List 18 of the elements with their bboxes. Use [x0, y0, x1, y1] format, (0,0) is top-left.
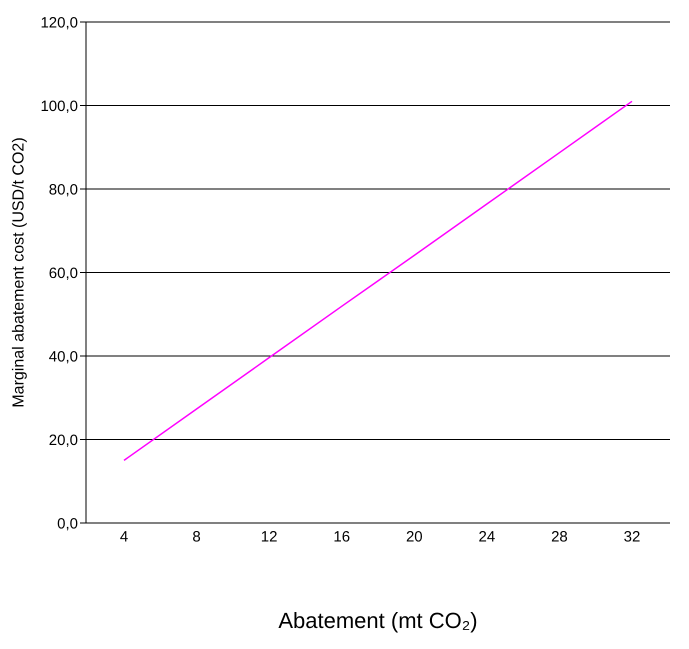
y-tick-label: 40,0 [48, 348, 78, 366]
x-axis-title: Abatement (mt CO₂) [278, 608, 478, 633]
y-tick-label: 60,0 [48, 264, 78, 282]
x-tick-label: 20 [406, 528, 423, 546]
y-tick-label: 120,0 [40, 14, 78, 32]
y-tick-label: 100,0 [40, 98, 78, 115]
x-tick-label: 12 [260, 528, 278, 546]
x-tick-label: 32 [624, 528, 640, 546]
y-axis-title: Marginal abatement cost (USD/t CO2) [10, 137, 28, 408]
x-tick-label: 4 [120, 528, 128, 546]
x-tick-label: 8 [192, 528, 201, 546]
line-series [123, 100, 633, 462]
x-tick-label: 16 [333, 528, 350, 546]
y-tick-label: 80,0 [48, 181, 78, 198]
x-tick-label: 28 [551, 528, 568, 546]
y-tick-label: 0,0 [57, 515, 78, 532]
y-tick-label: 20,0 [48, 432, 78, 449]
x-tick-label: 24 [478, 528, 496, 546]
